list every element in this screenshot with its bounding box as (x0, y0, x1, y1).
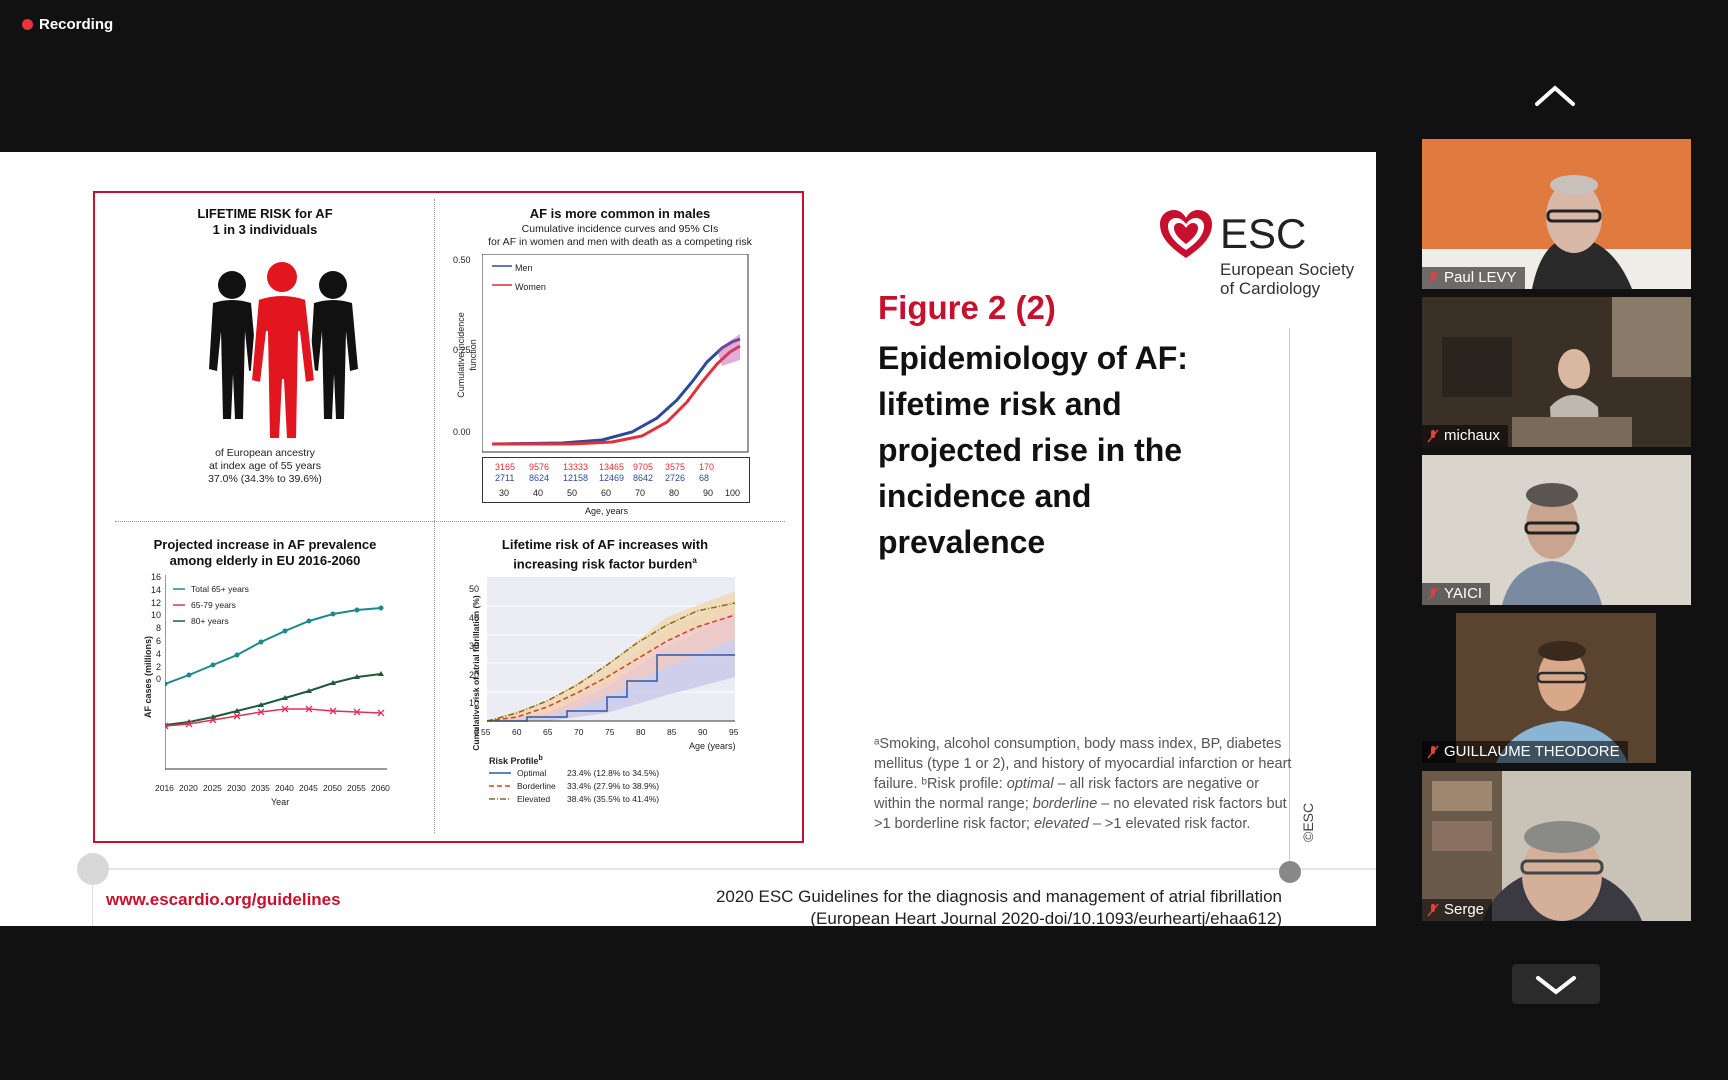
esc-heart-logo-icon (1160, 210, 1212, 258)
lifetime-risk-title: LIFETIME RISK for AF 1 in 3 individuals (197, 206, 333, 237)
lifetime-risk-desc: of European ancestry at index age of 55 … (208, 447, 322, 485)
riskburden-chart (487, 577, 736, 722)
risk-profile-values: 23.4% (12.8% to 34.5%) 33.4% (27.9% to 3… (567, 768, 660, 804)
figure-title: Epidemiology of AF: lifetime risk and pr… (878, 340, 1188, 560)
participant-name: Serge (1422, 899, 1493, 921)
people-icon (209, 260, 358, 440)
esc-subtitle: European Society of Cardiology (1220, 260, 1355, 298)
panel-vertical-divider (434, 199, 435, 833)
muted-mic-icon (1427, 903, 1439, 917)
recording-indicator: Recording (22, 16, 113, 33)
guidelines-url: www.escardio.org/guidelines (106, 890, 341, 909)
progress-end-knob (1279, 861, 1301, 883)
males-xticks: 30 40 50 60 70 80 90 100 (499, 488, 741, 498)
scroll-down-button[interactable] (1512, 964, 1600, 1004)
footer-edge-line (92, 868, 93, 926)
prevalence-yticks: 16 14 12 10 8 6 4 2 0 (150, 572, 161, 685)
participant-name: YAICI (1422, 583, 1491, 605)
males-legend-men: Men (515, 263, 533, 273)
males-subtitle: Cumulative incidence curves and 95% CIs … (488, 223, 752, 248)
scroll-up-chevron-icon[interactable] (1535, 84, 1575, 108)
citation: 2020 ESC Guidelines for the diagnosis an… (715, 887, 1282, 926)
participant-video-frame (1422, 613, 1691, 763)
muted-mic-icon (1427, 271, 1439, 285)
males-legend-women: Women (515, 282, 546, 292)
copyright-label: ©ESC (1300, 802, 1316, 842)
recording-label: Recording (39, 16, 114, 33)
risk-women-row: 3165 9576 13333 13465 9705 3575 170 (495, 462, 715, 472)
participant-video[interactable]: michaux (1422, 297, 1691, 447)
prevalence-xticks: 2016 2020 2025 2030 2035 2040 2045 2050 … (155, 783, 390, 793)
prevalence-legend-6579: 65-79 years (191, 600, 236, 610)
muted-mic-icon (1427, 587, 1439, 601)
males-ytick: 0.00 (453, 427, 471, 437)
participant-video[interactable]: YAICI (1422, 455, 1691, 605)
prevalence-chart (165, 575, 387, 770)
numbers-at-risk-box: 3165 9576 13333 13465 9705 3575 170 2711… (482, 457, 750, 503)
participant-video-frame (1422, 297, 1691, 447)
recording-dot-icon (22, 19, 33, 30)
risk-men-row: 2711 8624 12158 12469 8642 2726 68 (495, 473, 710, 483)
risk-profile-names: Optimal Borderline Elevated (517, 768, 556, 804)
risk-profile-legend-lines (489, 772, 511, 800)
participant-video[interactable]: Paul LEVY (1422, 139, 1691, 289)
esc-name: ESC (1220, 210, 1307, 257)
participant-video-frame (1422, 771, 1691, 921)
panel-horizontal-divider (115, 521, 785, 522)
shared-slide: LIFETIME RISK for AF 1 in 3 individuals … (0, 152, 1376, 926)
participant-video-frame (1422, 455, 1691, 605)
males-ytick: 0.50 (453, 255, 471, 265)
riskburden-title: Lifetime risk of AF increases with incre… (501, 537, 709, 572)
risk-profile-title: Risk Profileb (489, 755, 543, 766)
slide-progress-track (92, 868, 1376, 870)
figure-number: Figure 2 (2) (878, 289, 1056, 326)
footnote: ᵃSmoking, alcohol consumption, body mass… (874, 736, 1292, 832)
participant-name: Paul LEVY (1422, 267, 1525, 289)
males-incidence-chart (482, 254, 749, 453)
muted-mic-icon (1427, 745, 1439, 759)
participant-name: michaux (1422, 425, 1508, 447)
muted-mic-icon (1427, 429, 1439, 443)
prevalence-xlabel: Year (271, 797, 290, 807)
males-xlabel: Age, years (585, 506, 629, 516)
riskburden-xticks: 55 60 65 70 75 80 85 90 95 (481, 727, 739, 737)
figure-panel: LIFETIME RISK for AF 1 in 3 individuals … (93, 191, 804, 843)
males-ytick: 0.25 (453, 345, 471, 355)
slide-divider-line (1289, 328, 1290, 868)
progress-start-knob (77, 853, 109, 885)
prevalence-legend-80: 80+ years (191, 616, 229, 626)
riskburden-xlabel: Age (years) (689, 741, 736, 751)
participant-video[interactable]: Serge (1422, 771, 1691, 921)
chevron-down-icon (1536, 976, 1576, 995)
participant-name: GUILLAUME THEODORE (1422, 741, 1628, 763)
prevalence-title: Projected increase in AF prevalence amon… (153, 537, 377, 568)
participant-video[interactable]: GUILLAUME THEODORE (1422, 613, 1691, 763)
prevalence-legend-total: Total 65+ years (191, 584, 249, 594)
males-title: AF is more common in males (529, 206, 711, 221)
riskburden-yticks: 50 40 30 20 10 0 (468, 584, 479, 737)
